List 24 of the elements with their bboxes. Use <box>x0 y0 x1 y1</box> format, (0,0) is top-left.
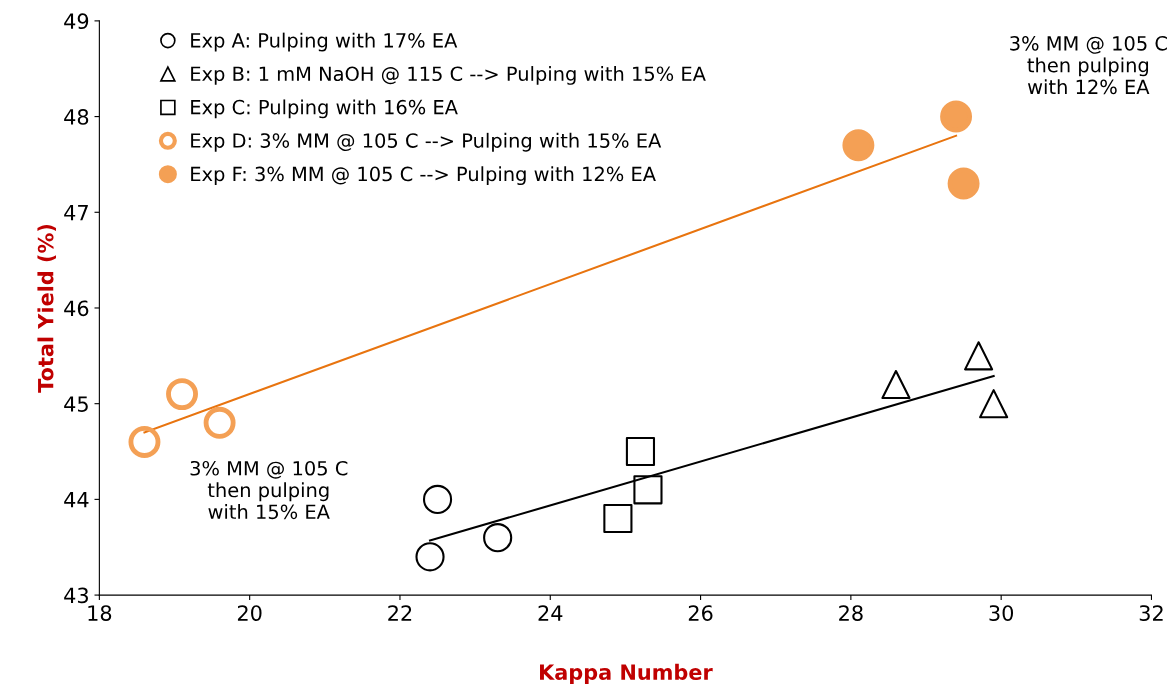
x-tick-label: 32 <box>1139 605 1163 621</box>
legend-label: Exp C: Pulping with 16% EA <box>191 99 458 119</box>
x-tick-label: 20 <box>237 605 262 621</box>
annotation: 3% MM @ 105 C then pulping with 15% EA <box>190 460 348 520</box>
x-tick-label: 30 <box>989 605 1014 621</box>
y-tick-label: 46 <box>64 300 89 317</box>
x-axis-title: Kappa Number <box>540 663 713 685</box>
x-tick-label: 28 <box>839 605 863 621</box>
y-axis-title: Total Yield (%) <box>37 224 56 393</box>
y-tick-label: 45 <box>64 396 88 412</box>
legend-label: Exp B: 1 mM NaOH @ 115 C --> Pulping with 15% EA <box>191 66 706 85</box>
y-tick-label: 49 <box>64 13 89 30</box>
annotation: 3% MM @ 105 C then pulping with 12% EA <box>1010 35 1167 95</box>
x-tick-label: 26 <box>688 605 713 621</box>
y-tick-label: 43 <box>64 587 88 604</box>
x-tick-label: 18 <box>88 605 112 621</box>
x-tick-label: 22 <box>388 605 412 621</box>
y-tick-label: 48 <box>64 109 89 125</box>
legend-label: Exp F: 3% MM @ 105 C --> Pulping with 12% EA <box>191 166 656 186</box>
y-tick-label: 47 <box>64 205 88 221</box>
legend-label: Exp D: 3% MM @ 105 C --> Pulping with 15% EA <box>191 132 662 152</box>
x-tick-label: 24 <box>538 605 563 621</box>
y-tick-label: 44 <box>64 492 89 508</box>
legend-label: Exp A: Pulping with 17% EA <box>191 32 458 52</box>
